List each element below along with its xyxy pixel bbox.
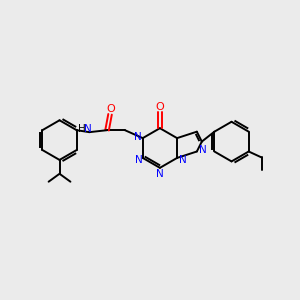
Text: H: H [78,124,86,134]
Text: O: O [107,104,116,114]
Text: N: N [134,132,142,142]
Text: N: N [84,124,92,134]
Text: N: N [135,155,143,165]
Text: N: N [199,145,207,154]
Text: N: N [179,155,187,165]
Text: N: N [156,169,164,179]
Text: O: O [155,102,164,112]
